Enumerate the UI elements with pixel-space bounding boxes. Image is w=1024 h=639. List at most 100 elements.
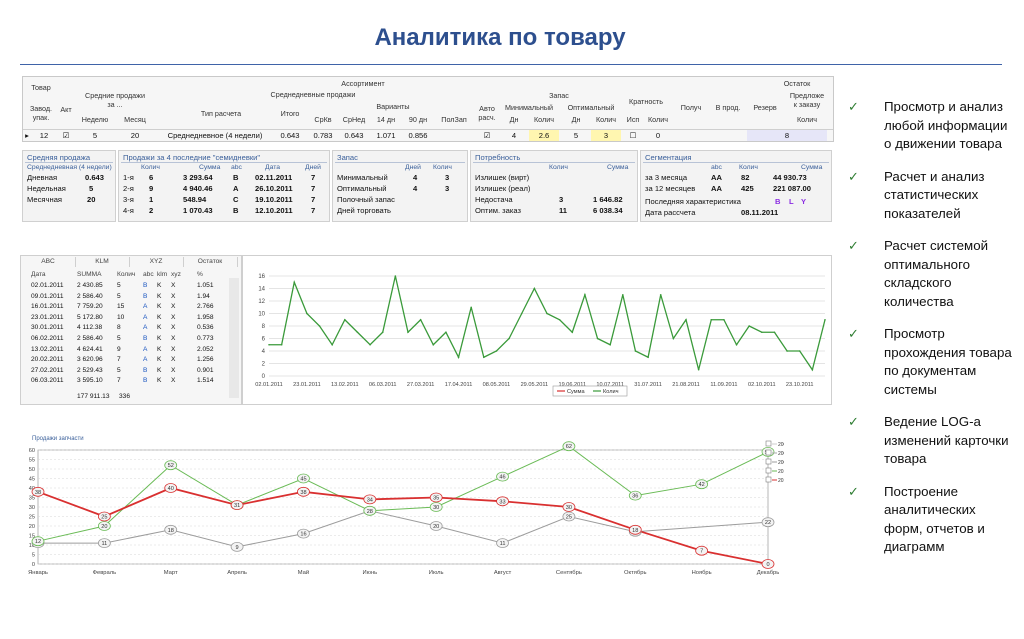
prodazhi-cell: 7 bbox=[311, 184, 316, 193]
val-min-dn: 4 bbox=[511, 131, 517, 140]
mini-header: xyz bbox=[171, 271, 181, 278]
hdr-abc: abc bbox=[231, 164, 242, 171]
mini-cell: K bbox=[157, 345, 162, 353]
y-tick-label: 60 bbox=[29, 448, 35, 454]
data-label-bubble bbox=[562, 511, 576, 522]
check-icon: ✓ bbox=[848, 99, 859, 114]
tab-abc[interactable]: ABC bbox=[21, 257, 76, 267]
row-label: Недельная bbox=[27, 184, 66, 193]
data-point bbox=[356, 331, 359, 334]
data-label: 12 bbox=[35, 539, 41, 545]
panel-sred-prodazha: Средняя продажа Среднедневная (4 недели)… bbox=[22, 150, 116, 222]
prodazhi-cell: 7 bbox=[311, 173, 316, 182]
x-tick-label: 17.04.2011 bbox=[445, 382, 473, 388]
data-point bbox=[748, 325, 750, 327]
x-tick-label: Декабрь bbox=[757, 570, 780, 576]
mini-cell: X bbox=[171, 345, 176, 353]
col-krat-kol: Колич bbox=[648, 115, 668, 124]
series-line-2011 bbox=[37, 487, 769, 565]
quantity-line-chart: 0 2 4 6 8 10 12 14 16 02.01.2011 23.01.2011 13.02.2… bbox=[242, 255, 832, 405]
hdr-kolich: Колич bbox=[141, 164, 160, 171]
data-label-bubble bbox=[297, 486, 310, 497]
y-tick-label: 4 bbox=[262, 349, 266, 355]
mini-cell: K bbox=[157, 366, 162, 374]
data-point bbox=[824, 318, 826, 321]
tab-klm[interactable]: KLM bbox=[75, 257, 130, 267]
data-point bbox=[533, 287, 536, 290]
tab-ostatok[interactable]: Остаток bbox=[183, 257, 238, 267]
val-rezerv: 8 bbox=[747, 130, 827, 141]
data-label-bubble bbox=[761, 517, 775, 528]
data-point bbox=[344, 318, 346, 321]
hdr-summa: Сумма bbox=[607, 164, 629, 171]
col-srkv: СрКв bbox=[314, 115, 332, 124]
mini-cell: K bbox=[157, 303, 162, 311]
col-v-prod: В прод. bbox=[715, 103, 741, 112]
panel-prodazhi: Продажи за 4 последние "семидневки" Коли… bbox=[118, 150, 330, 222]
prodazhi-cell: 2 bbox=[149, 206, 154, 215]
legend-label: 2007 bbox=[778, 442, 784, 448]
hdr-dnei: Дней bbox=[405, 164, 421, 171]
mini-total-kolich: 336 bbox=[119, 393, 131, 400]
data-label-bubble bbox=[230, 500, 244, 510]
mini-cell: 2 586.40 bbox=[77, 335, 103, 342]
mini-cell: A bbox=[143, 324, 148, 332]
col-kratnost: Кратность bbox=[629, 97, 663, 106]
y-tick-label: 16 bbox=[258, 274, 265, 280]
data-label: 22 bbox=[765, 520, 771, 526]
val-tip[interactable]: Среднедневное (4 недели) bbox=[167, 131, 263, 140]
x-tick-label: 31.07.2011 bbox=[634, 382, 662, 388]
isp-checkbox[interactable]: ☐ bbox=[629, 131, 637, 140]
panel-title: Потребность bbox=[475, 153, 521, 162]
mini-cell: 2 430.85 bbox=[77, 282, 103, 289]
col-rasch: расч. bbox=[478, 113, 496, 122]
check-icon: ✓ bbox=[848, 238, 859, 253]
val-opt-dn: 5 bbox=[573, 131, 579, 140]
mini-total-summa: 177 911.13 bbox=[77, 393, 110, 400]
mini-cell: 3 595.10 bbox=[77, 377, 103, 385]
mini-cell: 1.94 bbox=[197, 292, 210, 300]
row-value: 0.643 bbox=[85, 173, 105, 182]
mini-cell: X bbox=[171, 292, 176, 300]
x-tick-label: 02.10.2011 bbox=[748, 382, 776, 388]
mini-cell: A bbox=[143, 345, 148, 353]
prodazhi-cell: 26.10.2011 bbox=[255, 184, 293, 193]
y-tick-label: 5 bbox=[32, 553, 35, 559]
panel-divider bbox=[121, 162, 327, 163]
table-scrollbar[interactable] bbox=[229, 278, 239, 398]
avto-checkbox[interactable]: ☑ bbox=[483, 131, 491, 140]
col-minimalnyi: Минимальный bbox=[504, 103, 553, 112]
panel-divider bbox=[335, 162, 465, 163]
potrebnost-cell: 6 038.34 bbox=[593, 206, 623, 215]
prodazhi-cell: 7 bbox=[311, 206, 316, 215]
data-point bbox=[761, 331, 763, 334]
col-tip-rascheta: Тип расчета bbox=[200, 109, 242, 118]
col-rezerv: Резерв bbox=[753, 103, 777, 112]
mini-cell: 5 bbox=[117, 335, 121, 342]
data-point bbox=[394, 275, 397, 277]
row-label: Месячная bbox=[27, 195, 63, 204]
col-min-dn: Дн bbox=[509, 115, 519, 124]
zapas-cell: Дней торговать bbox=[337, 206, 392, 215]
potrebnost-cell: Оптим. заказ bbox=[475, 206, 521, 215]
data-label-bubble bbox=[496, 471, 509, 482]
last-char-b: B bbox=[775, 197, 781, 206]
col-itogo: Итого bbox=[280, 109, 300, 118]
mini-cell: 0.773 bbox=[197, 335, 214, 342]
y-tick-label: 35 bbox=[29, 496, 35, 502]
tab-xyz[interactable]: XYZ bbox=[129, 257, 184, 267]
mini-cell: X bbox=[171, 356, 176, 364]
akt-checkbox[interactable]: ☑ bbox=[62, 131, 70, 140]
hdr-kolich: Колич bbox=[433, 164, 452, 171]
data-label: 62 bbox=[566, 444, 572, 450]
mini-cell: 5 bbox=[117, 282, 121, 289]
legend-label-kolich: Колич bbox=[603, 389, 619, 395]
data-label-bubble bbox=[562, 441, 576, 452]
data-label: 11 bbox=[101, 541, 107, 547]
data-label: 20 bbox=[101, 524, 107, 530]
chart-title: Продажи запчасти bbox=[32, 436, 84, 442]
x-tick-label: Март bbox=[164, 570, 178, 576]
col-optimalnyi: Оптимальный bbox=[567, 103, 615, 112]
legend-checkbox bbox=[765, 440, 772, 447]
col-opt-dn: Дн bbox=[571, 115, 581, 124]
